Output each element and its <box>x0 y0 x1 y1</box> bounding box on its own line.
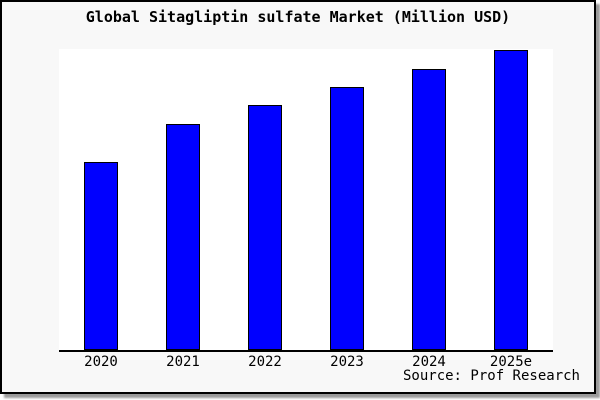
bar-2022 <box>248 105 282 350</box>
source-credit: Source: Prof Research <box>402 368 580 384</box>
chart-title: Global Sitagliptin sulfate Market (Milli… <box>85 8 511 26</box>
plot-area <box>59 49 553 350</box>
x-tick-label-2024: 2024 <box>412 354 446 370</box>
bar-2021 <box>166 124 200 350</box>
bar-2023 <box>330 87 364 350</box>
x-axis-line <box>59 350 553 352</box>
bar-2025e <box>494 50 528 350</box>
x-tick-label-2022: 2022 <box>248 354 282 370</box>
chart-card: Global Sitagliptin sulfate Market (Milli… <box>0 0 596 394</box>
bar-2024 <box>412 69 446 350</box>
x-tick-label-2020: 2020 <box>84 354 118 370</box>
x-axis-labels: 2020 2021 2022 2023 2024 2025e <box>59 354 553 370</box>
x-tick-label-2021: 2021 <box>166 354 200 370</box>
x-tick-label-2023: 2023 <box>330 354 364 370</box>
bar-2020 <box>84 162 118 350</box>
x-tick-label-2025e: 2025e <box>489 354 533 370</box>
